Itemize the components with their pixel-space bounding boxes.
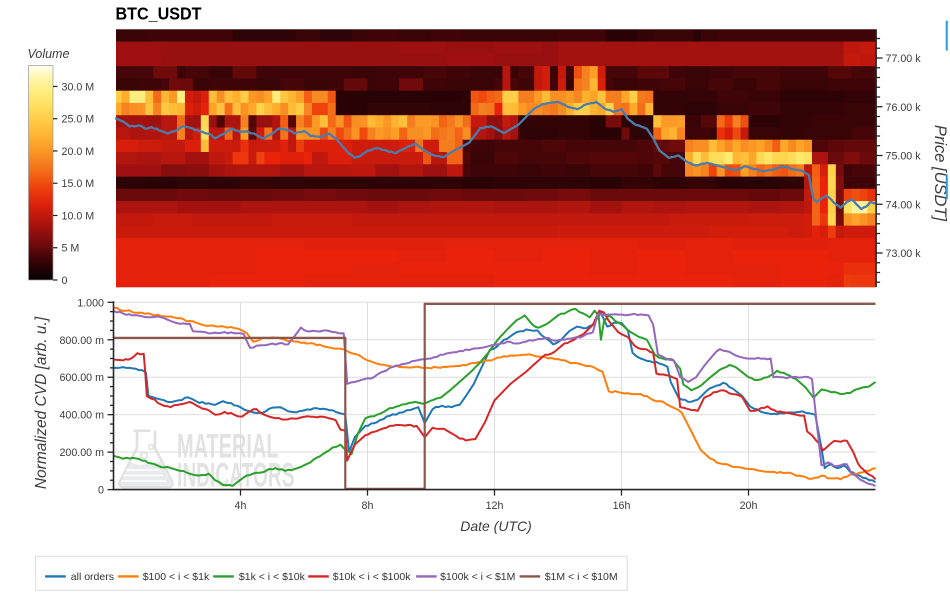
svg-text:5 M: 5 M <box>62 243 80 255</box>
svg-text:8h: 8h <box>362 500 374 512</box>
svg-text:76.00 k: 76.00 k <box>886 102 922 114</box>
svg-text:16h: 16h <box>613 500 631 512</box>
svg-text:20h: 20h <box>740 500 758 512</box>
svg-text:25.0 M: 25.0 M <box>62 114 95 126</box>
svg-text:15.0 M: 15.0 M <box>62 178 95 190</box>
svg-text:$100 < i < $1k: $100 < i < $1k <box>143 571 210 583</box>
svg-text:1.000: 1.000 <box>77 297 104 309</box>
svg-text:MATERIAL: MATERIAL <box>177 427 279 465</box>
svg-text:12h: 12h <box>486 500 504 512</box>
svg-text:all orders: all orders <box>71 571 114 583</box>
svg-text:20.0 M: 20.0 M <box>62 146 95 158</box>
svg-text:74.00 k: 74.00 k <box>886 199 922 211</box>
svg-text:Normalized CVD [arb. u.]: Normalized CVD [arb. u.] <box>33 316 50 489</box>
svg-text:0: 0 <box>98 485 104 497</box>
svg-text:75.00 k: 75.00 k <box>886 151 922 163</box>
svg-text:30.0 M: 30.0 M <box>62 81 95 93</box>
svg-text:$1M < i < $10M: $1M < i < $10M <box>545 571 618 583</box>
svg-text:Date (UTC): Date (UTC) <box>460 518 532 534</box>
svg-text:$100k < i < $1M: $100k < i < $1M <box>440 571 515 583</box>
svg-text:4h: 4h <box>235 500 247 512</box>
svg-text:Volume: Volume <box>28 47 70 61</box>
svg-text:600.00 m: 600.00 m <box>59 372 104 384</box>
svg-text:Price [USDT]: Price [USDT] <box>931 125 949 222</box>
svg-text:0: 0 <box>62 275 68 287</box>
svg-text:BTC_USDT: BTC_USDT <box>116 4 202 24</box>
svg-text:73.00 k: 73.00 k <box>886 248 922 260</box>
svg-text:$10k < i < $100k: $10k < i < $100k <box>333 571 411 583</box>
svg-text:800.00 m: 800.00 m <box>59 335 104 347</box>
svg-text:77.00 k: 77.00 k <box>886 53 922 65</box>
svg-text:$1k < i < $10k: $1k < i < $10k <box>239 571 306 583</box>
svg-text:200.00 m: 200.00 m <box>59 447 104 459</box>
svg-text:10.0 M: 10.0 M <box>62 210 95 222</box>
svg-text:400.00 m: 400.00 m <box>59 410 104 422</box>
